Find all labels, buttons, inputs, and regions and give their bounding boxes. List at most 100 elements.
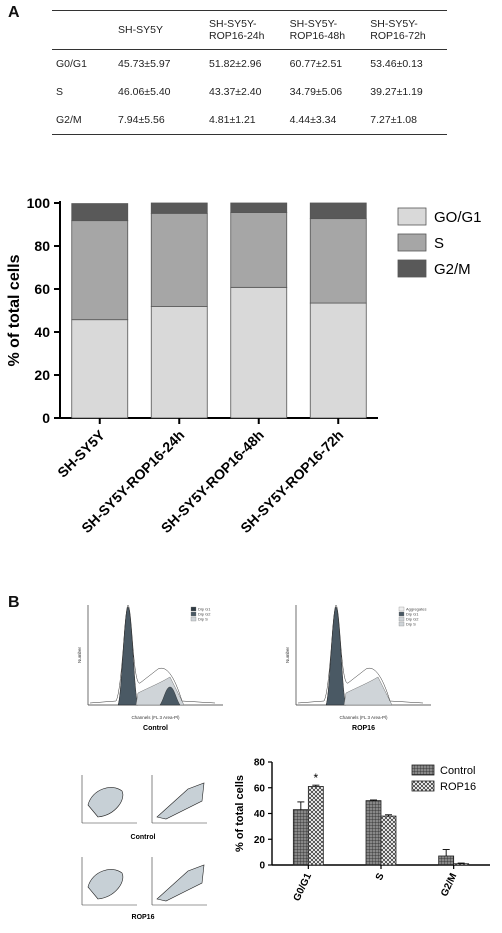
bar — [365, 800, 382, 866]
histogram-legend-swatch — [190, 616, 197, 622]
y-tick-label: 100 — [27, 195, 51, 211]
table-row: S 46.06±5.40 43.37±2.40 34.79±5.06 39.27… — [52, 78, 447, 106]
row-label: G2/M — [56, 114, 82, 126]
legend-label: S — [434, 235, 444, 252]
table-cell: 60.77±2.51 — [289, 58, 343, 70]
y-tick-label: 80 — [34, 238, 50, 254]
bar-segment — [71, 220, 129, 321]
bar-segment — [309, 218, 367, 304]
y-axis-label: % of total cells — [234, 775, 246, 852]
y-tick-label: 20 — [254, 835, 266, 846]
x-tick-label: G2/M — [439, 872, 459, 899]
bar-segment — [230, 286, 288, 419]
histogram-legend-swatch — [190, 611, 197, 617]
gate-region — [87, 869, 124, 900]
bar-segment — [309, 202, 367, 220]
bar — [307, 786, 324, 866]
legend-swatch — [397, 233, 427, 252]
bar-segment — [71, 319, 129, 419]
bar — [380, 815, 397, 866]
table-cell: 53.46±0.13 — [370, 58, 423, 70]
y-tick-label: 60 — [34, 281, 50, 297]
bar-segment — [230, 202, 288, 213]
histogram-title: ROP16 — [352, 725, 375, 732]
table-cell: 39.27±1.19 — [370, 86, 423, 98]
histogram-legend-label: Dip G2 — [406, 617, 419, 622]
bar — [453, 863, 470, 866]
histogram-x-label: Channels (FL 3 Area-Pl) — [339, 715, 388, 720]
y-tick-label: 0 — [42, 410, 50, 426]
legend-label: G2/M — [434, 261, 471, 278]
table-cell: 46.06±5.40 — [118, 86, 171, 98]
panel-b-label: B — [8, 594, 20, 611]
legend-label: GO/G1 — [434, 209, 482, 226]
table-cell: 4.81±1.21 — [209, 114, 256, 126]
bar — [438, 855, 455, 866]
bar-segment — [230, 212, 288, 288]
row-label: G0/G1 — [56, 58, 87, 70]
histogram-legend-label: Dip G1 — [198, 607, 211, 612]
scatter-title: Control — [131, 834, 156, 841]
table-cell: 7.27±1.08 — [370, 114, 417, 126]
bar — [292, 809, 309, 866]
table-header-cell: SH-SY5Y-ROP16-24h — [209, 18, 265, 42]
table-header-cell: SH-SY5Y — [118, 24, 163, 36]
gate-region — [156, 782, 205, 820]
y-tick-label: 20 — [34, 367, 50, 383]
histogram-legend-swatch — [398, 611, 405, 617]
histogram-trace — [89, 604, 216, 704]
y-tick-label: 40 — [254, 809, 266, 820]
table-cell: 45.73±5.97 — [118, 58, 171, 70]
y-tick-label: 80 — [254, 758, 266, 769]
bar-segment — [71, 203, 129, 222]
table-header-cell: SH-SY5Y-ROP16-72h — [370, 18, 426, 42]
legend-swatch — [397, 207, 427, 226]
legend-swatch — [411, 780, 435, 792]
histogram-legend-label: Dip G2 — [198, 612, 211, 617]
table-cell: 43.37±2.40 — [209, 86, 262, 98]
histogram-legend-label: Dip S — [406, 622, 416, 627]
table-row: G2/M 7.94±5.56 4.81±1.21 4.44±3.34 7.27±… — [52, 106, 447, 135]
histogram-legend-swatch — [190, 606, 197, 612]
panel-a-label: A — [8, 4, 20, 21]
histogram-legend-swatch — [398, 616, 405, 622]
table-cell: 51.82±2.96 — [209, 58, 262, 70]
table-row: G0/G1 45.73±5.97 51.82±2.96 60.77±2.51 5… — [52, 50, 447, 79]
x-tick-label: G0/G1 — [292, 871, 315, 903]
y-axis-label: % of total cells — [6, 254, 23, 366]
y-tick-label: 40 — [34, 324, 50, 340]
histogram-trace — [297, 604, 424, 704]
table-cell: 34.79±5.06 — [289, 86, 343, 98]
significance-marker: * — [313, 771, 318, 785]
legend-label: Control — [440, 765, 475, 777]
cell-cycle-table: SH-SY5Y SH-SY5Y-ROP16-24h SH-SY5Y-ROP16-… — [52, 10, 447, 135]
gate-region — [156, 864, 205, 902]
histogram-legend-label: Aggregates — [406, 607, 426, 612]
histogram-x-label: Channels (FL 3 Area-Pl) — [131, 715, 180, 720]
g1-peak — [325, 606, 347, 706]
g2-peak — [159, 686, 181, 706]
legend-swatch — [411, 764, 435, 776]
histogram-y-label: Number — [285, 647, 290, 664]
bar-segment — [150, 202, 208, 214]
gating-scatter-plot — [81, 857, 137, 906]
legend-label: ROP16 — [440, 781, 476, 793]
table-header-row: SH-SY5Y SH-SY5Y-ROP16-24h SH-SY5Y-ROP16-… — [52, 10, 447, 50]
histogram-legend-label: Dip G1 — [406, 612, 419, 617]
y-tick-label: 0 — [259, 861, 265, 872]
gating-scatter-plot — [81, 775, 137, 824]
gate-region — [87, 787, 124, 818]
scatter-title: ROP16 — [132, 914, 155, 921]
table-cell: 4.44±3.34 — [289, 114, 337, 126]
bar-segment — [150, 212, 208, 307]
x-tick-label: S — [374, 871, 387, 882]
s-phase-area — [343, 676, 393, 706]
row-label: S — [56, 86, 64, 98]
g1-peak — [117, 606, 139, 706]
legend-swatch — [397, 259, 427, 278]
table-cell: 7.94±5.56 — [118, 114, 165, 126]
